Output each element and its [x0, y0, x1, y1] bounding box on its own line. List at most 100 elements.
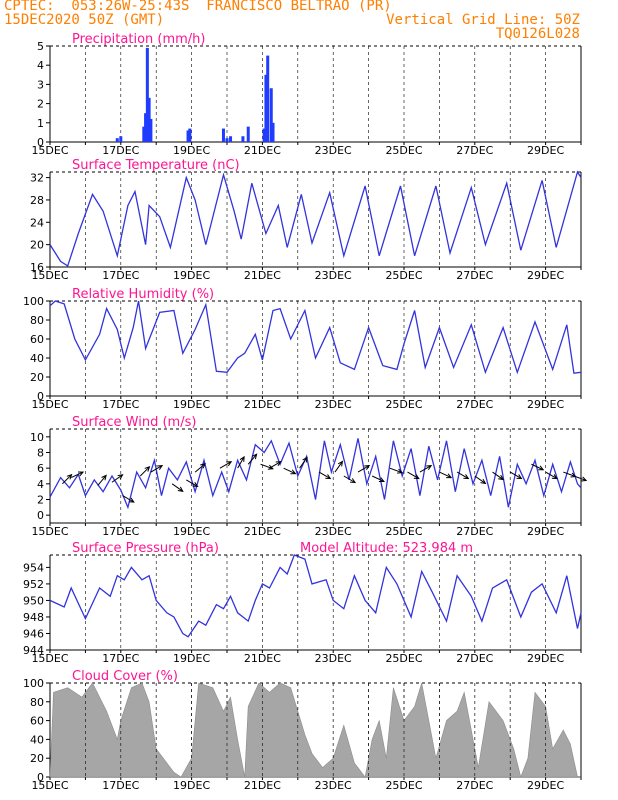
wind-arrow-shaft: [111, 474, 123, 483]
x-tick-label: 25DEC: [385, 398, 422, 411]
precip-bar: [271, 122, 275, 142]
wind-arrow-shaft: [97, 475, 107, 486]
wind-arrow-head: [66, 473, 73, 480]
x-tick-label: 15DEC: [31, 398, 68, 411]
y-tick-label: 952: [23, 578, 44, 591]
x-tick-label: 29DEC: [527, 525, 564, 538]
wind-arrow-shaft: [419, 465, 432, 473]
wind-arrow-shaft: [531, 463, 544, 471]
wind-arrow: [456, 471, 470, 480]
wind-arrow-shaft: [357, 465, 370, 473]
wind-arrow: [492, 471, 505, 481]
x-tick-label: 29DEC: [527, 779, 564, 792]
cloud-area: [49, 682, 581, 779]
x-tick-label: 15DEC: [31, 269, 68, 282]
wind-arrow-head: [200, 462, 206, 469]
wind-arrow-head: [446, 473, 453, 479]
y-tick-label: 80: [30, 696, 44, 709]
precip-bar: [149, 118, 153, 142]
wind-arrow-head: [551, 474, 558, 480]
press-line: [49, 554, 582, 638]
header-station: CPTEC: 053:26W-25:43S FRANCISCO BELTRAO …: [4, 0, 392, 14]
wind-arrow-shaft: [343, 475, 356, 483]
press-annotation: Model Altitude: 523.984 m: [300, 541, 473, 556]
y-tick-label: 954: [23, 561, 44, 574]
wind-arrow-shaft: [545, 471, 558, 480]
precip-bar: [188, 128, 192, 142]
x-tick-label: 19DEC: [173, 779, 210, 792]
wind-arrow-shaft: [171, 483, 184, 492]
press-panel: Surface Pressure (hPa) Model Altitude: 52…: [23, 541, 582, 665]
x-tick-label: 21DEC: [244, 525, 281, 538]
y-tick-label: 16: [30, 261, 44, 274]
y-tick-label: 60: [30, 715, 44, 728]
wind-arrow: [269, 461, 282, 469]
x-tick-label: 19DEC: [173, 525, 210, 538]
wind-arrow-head: [480, 478, 487, 485]
y-tick-label: 40: [30, 733, 44, 746]
wind-arrow: [407, 471, 420, 480]
x-tick-label: 25DEC: [385, 779, 422, 792]
wind-arrow: [111, 474, 124, 483]
wind-line: [49, 438, 582, 510]
wind-arrow-shaft: [139, 466, 150, 477]
x-tick-label: 17DEC: [102, 144, 139, 157]
y-tick-label: 944: [23, 644, 44, 657]
wind-arrow-head: [144, 465, 151, 472]
y-tick-label: 0: [37, 136, 44, 149]
x-tick-label: 27DEC: [456, 269, 493, 282]
wind-arrow: [237, 455, 245, 469]
precip-panel: Precipitation (mm/h) 0 1 2 3 4 5 15DEC 17DEC 19DE…: [31, 32, 582, 157]
y-tick-label: 4: [37, 59, 44, 72]
precip-bar: [186, 130, 190, 142]
rh-panel: Relative Humidity (%) 0 20 40 60 80 100 15DEC 17…: [23, 287, 582, 411]
precip-bar: [246, 126, 250, 142]
wind-arrow-shaft: [492, 471, 504, 480]
x-tick-label: 27DEC: [456, 779, 493, 792]
x-tick-label: 23DEC: [315, 398, 352, 411]
x-tick-label: 15DEC: [31, 652, 68, 665]
wind-arrow-head: [426, 465, 433, 470]
x-tick-label: 19DEC: [173, 652, 210, 665]
y-tick-label: 5: [37, 40, 44, 53]
wind-arrow-shaft: [62, 474, 72, 485]
wind-arrow-shaft: [122, 495, 135, 503]
x-tick-label: 23DEC: [315, 652, 352, 665]
precip-bar: [262, 128, 266, 142]
x-tick-label: 29DEC: [527, 144, 564, 157]
wind-arrow: [419, 465, 433, 473]
wind-arrow-head: [325, 474, 332, 480]
y-tick-label: 20: [30, 752, 44, 765]
x-tick-label: 21DEC: [244, 652, 281, 665]
wind-arrow-head: [117, 474, 124, 480]
x-tick-label: 23DEC: [315, 779, 352, 792]
wind-arrow-head: [397, 468, 404, 474]
x-tick-label: 17DEC: [102, 525, 139, 538]
wind-arrow-head: [364, 465, 371, 470]
x-tick-label: 29DEC: [527, 269, 564, 282]
y-tick-label: 946: [23, 627, 44, 640]
x-tick-label: 21DEC: [244, 398, 281, 411]
wind-arrow-head: [378, 477, 385, 483]
wind-arrow: [371, 475, 385, 483]
wind-arrow-shaft: [219, 461, 232, 469]
wind-arrow-shaft: [71, 471, 84, 479]
wind-arrow-head: [290, 469, 297, 475]
wind-arrow-shaft: [389, 467, 403, 474]
x-tick-label: 19DEC: [173, 144, 210, 157]
wind-arrow-shaft: [194, 463, 206, 473]
y-tick-label: 950: [23, 594, 44, 607]
wind-arrow-head: [177, 486, 184, 492]
x-tick-label: 27DEC: [456, 144, 493, 157]
wind-arrow-head: [581, 476, 588, 482]
x-tick-label: 21DEC: [244, 269, 281, 282]
wind-arrow-head: [516, 474, 523, 480]
wind-arrow: [509, 471, 523, 480]
wind-arrow-shaft: [334, 461, 343, 473]
wind-arrow-head: [413, 474, 420, 480]
y-tick-label: 100: [23, 295, 44, 308]
wind-arrow-shaft: [269, 461, 281, 469]
wind-arrow-head: [302, 456, 308, 463]
wind-arrow: [97, 474, 107, 486]
